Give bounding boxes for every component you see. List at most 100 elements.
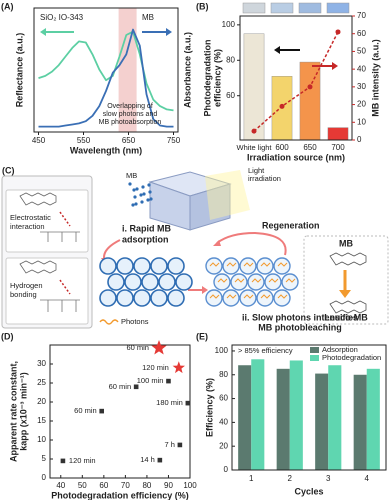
diagram-label: irradiation bbox=[248, 174, 281, 183]
x-tick-label: 450 bbox=[32, 136, 46, 145]
square-point bbox=[166, 378, 171, 384]
y2-tick-label: 0 bbox=[357, 135, 362, 144]
crystal-side bbox=[189, 183, 231, 231]
photon bbox=[285, 278, 296, 283]
y-tick-label: 60 bbox=[226, 91, 235, 100]
annotation: > 85% efficiency bbox=[238, 346, 293, 355]
panel-label: (B) bbox=[196, 1, 209, 11]
arrowhead bbox=[40, 28, 46, 36]
sphere bbox=[239, 257, 257, 275]
sphere bbox=[133, 289, 151, 307]
photon bbox=[277, 262, 288, 267]
sphere bbox=[230, 273, 248, 291]
plot-frame bbox=[33, 7, 179, 133]
plot-frame bbox=[231, 344, 387, 471]
y2-axis-label: MB intensity (a.u.) bbox=[370, 39, 380, 117]
y2-tick-label: 50 bbox=[357, 47, 366, 56]
legend-label: Photodegradation bbox=[322, 353, 381, 362]
interaction-link bbox=[59, 211, 71, 295]
sample-photo bbox=[270, 2, 294, 14]
annotation: Overlapping of bbox=[107, 103, 153, 110]
y-tick-label: 10 bbox=[37, 435, 46, 444]
x-tick-label: 650 bbox=[122, 136, 136, 145]
y-tick-label: 20 bbox=[37, 397, 46, 406]
arrowhead bbox=[274, 46, 280, 54]
square-point bbox=[133, 384, 139, 390]
point-label: 60 min bbox=[126, 343, 149, 352]
arrowhead bbox=[332, 62, 338, 70]
bar bbox=[315, 373, 329, 470]
sphere bbox=[99, 257, 117, 275]
y2-tick-label: 20 bbox=[357, 100, 366, 109]
y-tick-label: 20 bbox=[219, 441, 228, 450]
legend-label: SiO₂ IO-343 bbox=[40, 13, 84, 22]
sphere bbox=[281, 273, 299, 291]
step-label: i. Rapid MB bbox=[122, 223, 171, 233]
sphere bbox=[150, 257, 168, 275]
mb-dot bbox=[133, 195, 137, 199]
series-line bbox=[38, 28, 174, 128]
square-point bbox=[99, 408, 104, 414]
mb-dot bbox=[131, 203, 135, 207]
y-tick-label: 40 bbox=[219, 417, 228, 426]
y-tick-label: 60 bbox=[219, 394, 228, 403]
photon-icon bbox=[99, 319, 119, 325]
y2-tick-label: 30 bbox=[357, 82, 366, 91]
mb-dot bbox=[148, 190, 152, 194]
legend-label: MB bbox=[142, 13, 154, 22]
diagram-label: Light bbox=[248, 166, 265, 175]
sphere bbox=[222, 257, 240, 275]
square-point bbox=[60, 458, 66, 464]
x-tick-label: 80 bbox=[142, 481, 151, 490]
legend-label: Adsorption bbox=[322, 345, 358, 354]
bar bbox=[327, 127, 349, 141]
plot-frame bbox=[49, 344, 191, 479]
bar bbox=[251, 359, 265, 470]
x-tick-label: White light bbox=[236, 143, 272, 152]
point-label: 60 min bbox=[109, 382, 132, 391]
sphere bbox=[116, 289, 134, 307]
point-label: 180 min bbox=[156, 398, 183, 407]
square-point bbox=[157, 457, 163, 463]
plot-frame bbox=[239, 15, 353, 141]
photon bbox=[209, 294, 220, 299]
series-line bbox=[38, 30, 174, 112]
x-tick-label: 700 bbox=[331, 143, 345, 152]
y2-tick-label: 70 bbox=[357, 11, 366, 20]
sample-photo bbox=[242, 2, 266, 14]
sphere bbox=[141, 273, 159, 291]
sphere bbox=[167, 289, 185, 307]
y-axis-label: Efficiency (%) bbox=[204, 378, 214, 437]
y-axis-label: Apparent rate constant, bbox=[8, 361, 18, 462]
sphere bbox=[256, 289, 274, 307]
light-beam bbox=[205, 170, 250, 220]
y-tick-label: 80 bbox=[226, 55, 235, 64]
y-tick-label: 100 bbox=[215, 346, 229, 355]
panel-label: (D) bbox=[1, 331, 14, 341]
bar bbox=[353, 374, 367, 470]
x-tick-label: 50 bbox=[78, 481, 87, 490]
arrowhead bbox=[213, 240, 221, 246]
sphere bbox=[150, 289, 168, 307]
point-label: 120 min bbox=[142, 363, 169, 372]
bar bbox=[289, 360, 303, 470]
sphere bbox=[256, 257, 274, 275]
line-point bbox=[279, 103, 285, 109]
diagram-label: MB bbox=[339, 238, 353, 248]
sphere bbox=[99, 289, 117, 307]
step-label: ii. Slow photons intensifies bbox=[242, 312, 358, 322]
x-tick-label: 100 bbox=[183, 481, 197, 490]
sphere bbox=[205, 289, 223, 307]
photon bbox=[234, 278, 245, 283]
step-label: MB photobleaching bbox=[258, 322, 342, 332]
y-tick-label: 30 bbox=[37, 359, 46, 368]
diagram: (C) MB Light irradiation i. Rapid MB ads… bbox=[1, 165, 389, 332]
photon bbox=[209, 262, 220, 267]
sphere bbox=[264, 273, 282, 291]
highlight-band bbox=[118, 8, 137, 132]
x-axis-label: Wavelength (nm) bbox=[70, 145, 142, 155]
photon bbox=[268, 278, 279, 283]
silica-surface bbox=[40, 231, 80, 312]
panel-label: (A) bbox=[1, 1, 14, 11]
